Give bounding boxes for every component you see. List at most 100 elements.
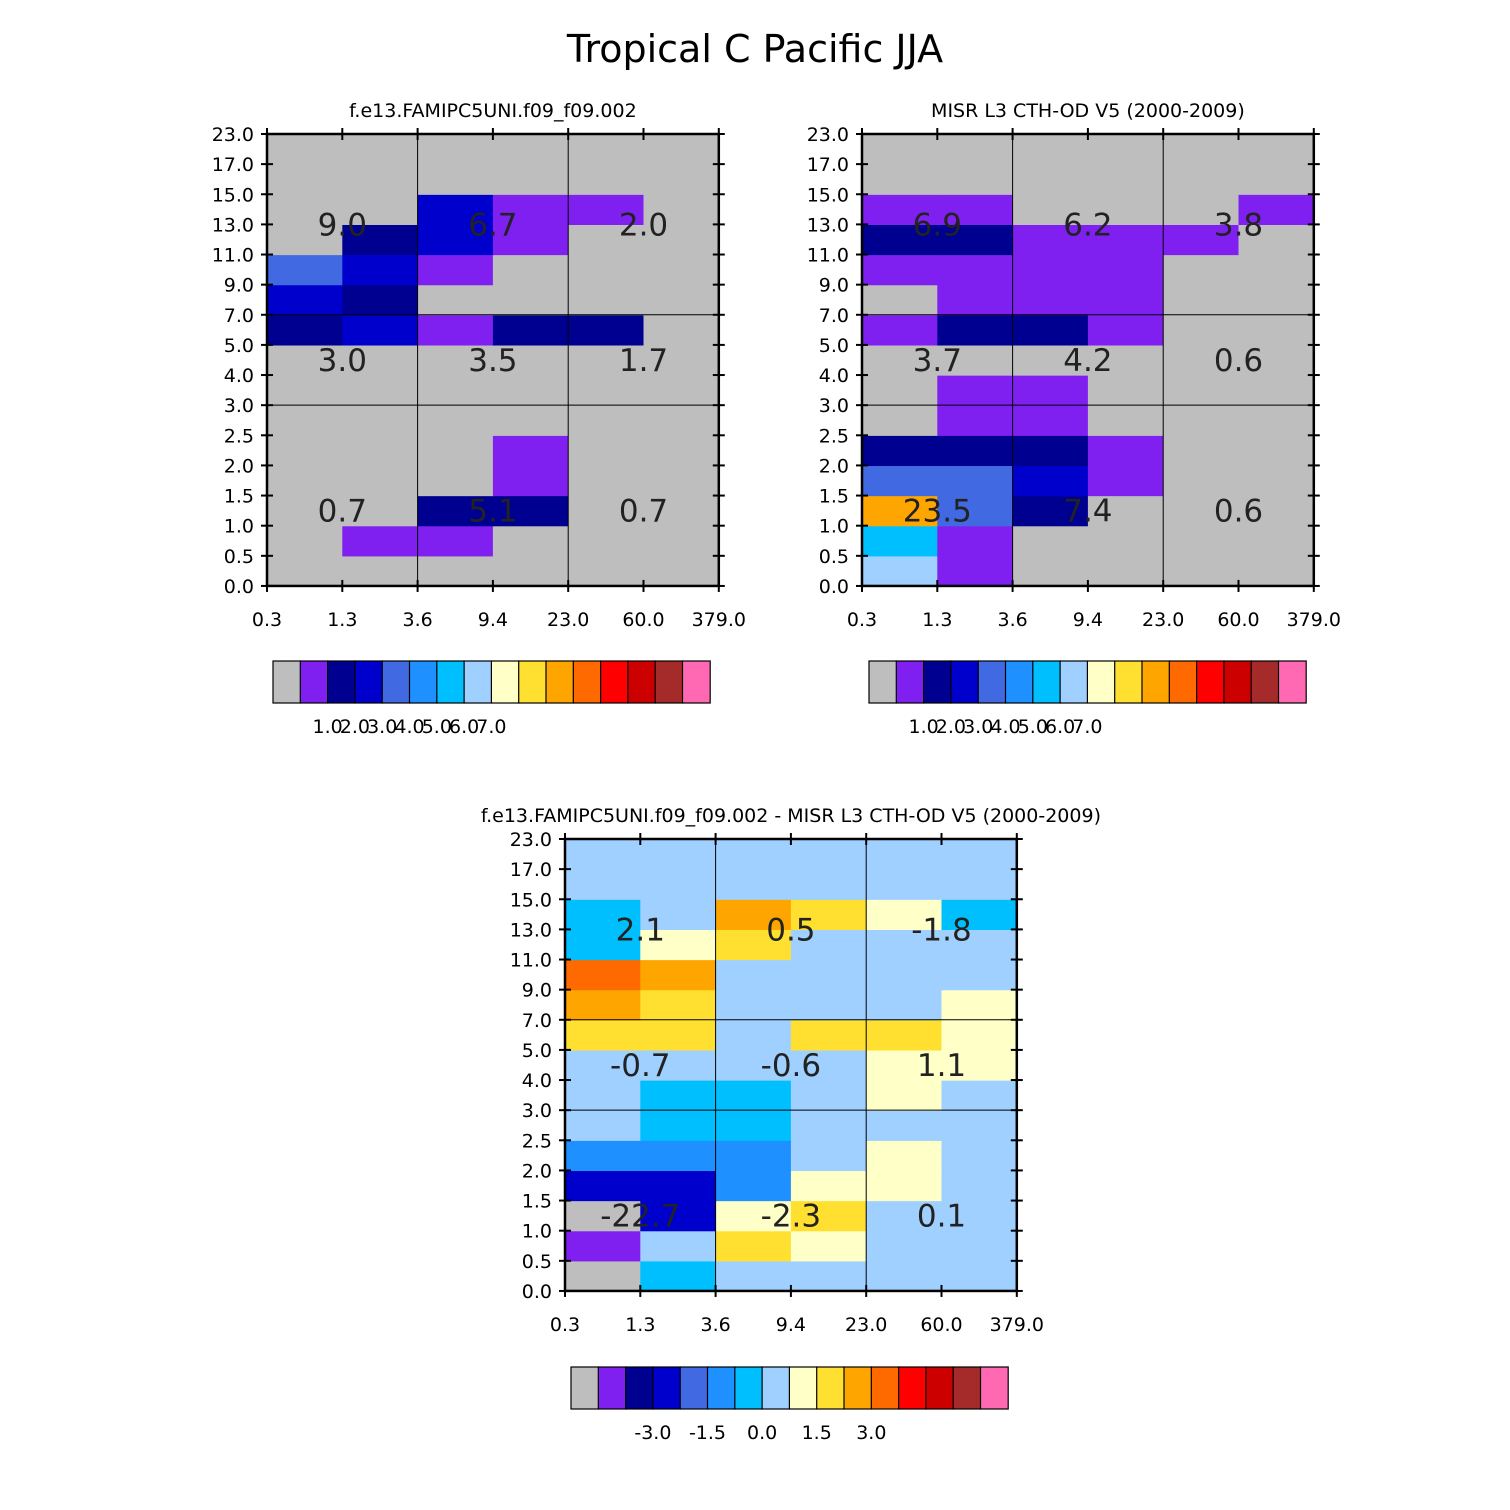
heatmap-cell bbox=[715, 989, 792, 1021]
group-sum-label: 1.7 bbox=[619, 343, 668, 379]
heatmap-cell bbox=[790, 1170, 867, 1202]
heatmap-cell bbox=[492, 224, 569, 256]
y-tick-label: 15.0 bbox=[807, 184, 849, 206]
heatmap-cell bbox=[866, 1140, 943, 1172]
heatmap-cell bbox=[1087, 375, 1164, 406]
heatmap-cell bbox=[715, 959, 792, 991]
colorbar-swatch bbox=[979, 1366, 1009, 1410]
heatmap-cell bbox=[342, 224, 419, 256]
heatmap-cell bbox=[1012, 254, 1089, 286]
heatmap-cell bbox=[492, 344, 569, 376]
group-sum-label: 7.4 bbox=[1063, 494, 1112, 530]
heatmap-cell bbox=[1163, 314, 1240, 346]
heatmap-cell bbox=[790, 869, 867, 900]
group-sum-label: 0.5 bbox=[766, 912, 815, 948]
colorbar-swatch bbox=[624, 1366, 654, 1410]
heatmap-cell bbox=[565, 1049, 641, 1081]
heatmap-cell bbox=[937, 555, 1014, 587]
heatmap-cell bbox=[937, 194, 1014, 225]
heatmap-cell bbox=[342, 435, 419, 467]
colorbar-swatch bbox=[843, 1366, 873, 1410]
group-sum-label: 3.0 bbox=[318, 343, 367, 379]
heatmap-cell bbox=[492, 555, 569, 587]
heatmap-cell bbox=[862, 555, 938, 587]
heatmap-cell bbox=[862, 405, 938, 436]
y-tick-label: 4.0 bbox=[819, 365, 849, 387]
heatmap-cell bbox=[866, 1049, 943, 1081]
y-tick-label: 4.0 bbox=[224, 365, 254, 387]
heatmap-cell bbox=[1012, 314, 1089, 346]
heatmap-cell bbox=[342, 164, 419, 195]
colorbar-swatch bbox=[408, 660, 438, 704]
y-tick-label: 3.0 bbox=[224, 395, 254, 417]
colorbar-swatch bbox=[627, 660, 657, 704]
heatmap-cell bbox=[417, 375, 494, 406]
heatmap-cell bbox=[640, 1080, 717, 1111]
heatmap-cell bbox=[941, 989, 1018, 1021]
heatmap-cell bbox=[937, 344, 1014, 376]
heatmap-cell bbox=[1012, 555, 1089, 587]
group-sum-label: 23.5 bbox=[903, 494, 972, 530]
heatmap-cell bbox=[937, 284, 1014, 316]
heatmap-cell bbox=[640, 1200, 717, 1232]
colorbar-swatch bbox=[463, 660, 493, 704]
y-tick-label: 1.0 bbox=[819, 516, 849, 538]
heatmap-cell bbox=[342, 465, 419, 497]
heatmap-cell bbox=[1163, 495, 1240, 527]
x-tick-label: 9.4 bbox=[1073, 609, 1103, 631]
colorbar-swatch bbox=[897, 1366, 927, 1410]
heatmap-cell bbox=[568, 164, 645, 195]
colorbar-swatch bbox=[761, 1366, 791, 1410]
heatmap-cell bbox=[565, 959, 641, 991]
y-tick-label: 13.0 bbox=[807, 214, 849, 236]
y-tick-label: 0.5 bbox=[224, 546, 254, 568]
heatmap-cell bbox=[862, 525, 938, 557]
heatmap-cell bbox=[866, 869, 943, 900]
heatmap-cell bbox=[640, 1049, 717, 1081]
x-tick-label: 9.4 bbox=[776, 1314, 806, 1336]
heatmap-cell bbox=[1087, 344, 1164, 376]
colorbar-swatch bbox=[490, 660, 520, 704]
y-tick-label: 1.5 bbox=[522, 1191, 552, 1213]
heatmap-cell bbox=[643, 555, 720, 587]
heatmap-cell bbox=[862, 375, 938, 406]
heatmap-cell bbox=[342, 495, 419, 527]
y-tick-label: 11.0 bbox=[212, 245, 254, 267]
colorbar-label: -3.0 bbox=[634, 1422, 671, 1444]
colorbar-label: 3.0 bbox=[856, 1422, 886, 1444]
group-sum-label: 6.7 bbox=[468, 207, 517, 243]
heatmap-cell bbox=[715, 1260, 792, 1292]
heatmap-cell bbox=[565, 929, 641, 961]
heatmap-cell bbox=[1012, 375, 1089, 406]
heatmap-cell bbox=[640, 899, 717, 930]
heatmap-cell bbox=[1163, 134, 1240, 165]
heatmap-cell bbox=[492, 435, 569, 467]
colorbar-swatch bbox=[436, 660, 466, 704]
y-tick-label: 13.0 bbox=[212, 214, 254, 236]
y-tick-label: 9.0 bbox=[224, 275, 254, 297]
heatmap-cell bbox=[1163, 164, 1240, 195]
heatmap-cell bbox=[565, 1080, 641, 1111]
group-sum-label: -0.6 bbox=[761, 1048, 822, 1084]
group-sum-label: 3.7 bbox=[913, 343, 962, 379]
heatmap-cell bbox=[565, 1230, 641, 1262]
heatmap-cell bbox=[267, 254, 343, 286]
colorbar-swatch bbox=[1032, 660, 1062, 704]
y-tick-label: 23.0 bbox=[212, 124, 254, 146]
colorbar-label: 4.0 bbox=[394, 716, 424, 738]
x-tick-label: 379.0 bbox=[692, 609, 746, 631]
heatmap-cell bbox=[492, 194, 569, 225]
heatmap-cell bbox=[790, 1200, 867, 1232]
panel-title: f.e13.FAMIPC5UNI.f09_f09.002 - MISR L3 C… bbox=[481, 805, 1101, 827]
heatmap-cell bbox=[568, 435, 645, 467]
heatmap-cell bbox=[866, 1170, 943, 1202]
heatmap-cell bbox=[862, 314, 938, 346]
y-tick-label: 7.0 bbox=[224, 305, 254, 327]
heatmap-cell bbox=[417, 495, 494, 527]
y-tick-label: 15.0 bbox=[510, 889, 552, 911]
colorbar-label: 2.0 bbox=[936, 716, 966, 738]
heatmap-cell bbox=[1238, 194, 1315, 225]
x-tick-label: 3.6 bbox=[700, 1314, 730, 1336]
heatmap-cell bbox=[417, 405, 494, 436]
heatmap-cell bbox=[1163, 284, 1240, 316]
